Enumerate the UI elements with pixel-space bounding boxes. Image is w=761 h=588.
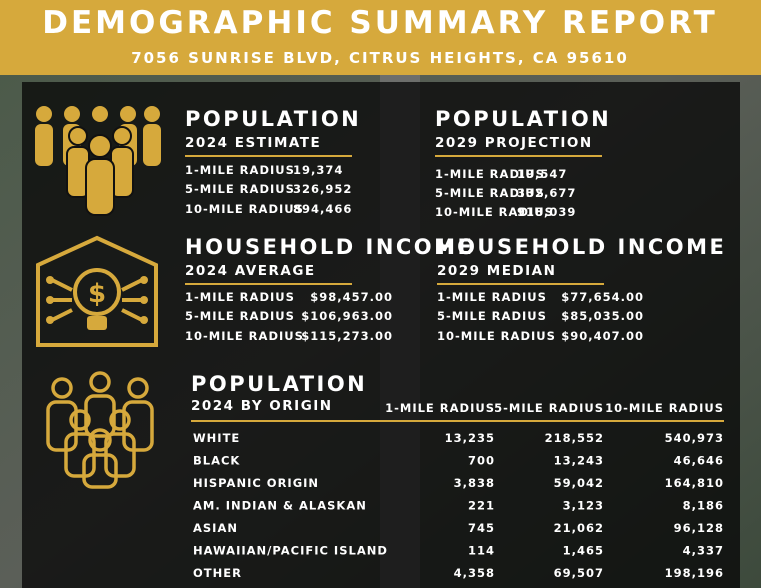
address: 7056 SUNRISE BLVD, CITRUS HEIGHTS, CA 95… [131,49,629,67]
origin-label: AM. INDIAN & ALASKAN [193,499,367,513]
row-value: $115,273.00 [301,329,393,343]
row-label: 1-MILE RADIUS [185,290,295,304]
row-value: $77,654.00 [561,290,644,304]
header-band [0,0,761,75]
row-label: 10-MILE RADIUS [185,329,304,343]
row-value: 19,374 [293,163,343,177]
svg-text:$: $ [88,279,106,309]
origin-value: 46,646 [674,454,724,468]
origin-value: 198,196 [665,566,724,580]
origin-value: 164,810 [665,476,724,490]
block-title: POPULATION [435,107,611,131]
origin-value: 21,062 [554,521,604,535]
origin-label: HISPANIC ORIGIN [193,476,319,490]
row-value: 326,952 [293,182,352,196]
block-subtitle: 2024 ESTIMATE [185,135,321,151]
origin-icon [46,371,154,489]
origin-value: 96,128 [674,521,724,535]
origin-value: 540,973 [665,431,724,445]
row-label: 1-MILE RADIUS [185,163,295,177]
row-label: 5-MILE RADIUS [185,309,295,323]
origin-label: WHITE [193,431,240,445]
origin-value: 13,243 [554,454,604,468]
income-icon: $ [36,235,158,347]
origin-value: 221 [468,499,495,513]
origin-value: 13,235 [445,431,495,445]
row-label: 1-MILE RADIUS [437,290,547,304]
row-label: 5-MILE RADIUS [435,186,545,200]
row-value: $90,407.00 [561,329,644,343]
people-icon [35,106,161,216]
block-title: HOUSEHOLD INCOME [185,235,474,259]
content-panel [22,82,740,588]
row-label: 10-MILE RADIUS [437,329,556,343]
row-value: 332,677 [517,186,576,200]
origin-value: 69,507 [554,566,604,580]
origin-value: 59,042 [554,476,604,490]
origin-value: 218,552 [545,431,604,445]
row-label: 5-MILE RADIUS [437,309,547,323]
row-value: $98,457.00 [310,290,393,304]
origin-label: OTHER [193,566,242,580]
origin-value: 4,358 [454,566,495,580]
row-label: 1-MILE RADIUS [435,167,545,181]
row-value: 894,466 [293,202,352,216]
origin-value: 114 [468,544,495,558]
row-label: 5-MILE RADIUS [185,182,295,196]
block-subtitle: 2024 AVERAGE [185,263,316,279]
row-label: 10-MILE RADIUS [185,202,304,216]
origin-value: 700 [468,454,495,468]
row-value: 19,547 [517,167,567,181]
origin-value: 4,337 [683,544,724,558]
origin-label: ASIAN [193,521,238,535]
block-title: HOUSEHOLD INCOME [437,235,726,259]
row-label: 10-MILE RADIUS [435,205,554,219]
row-value: 918,039 [517,205,576,219]
origin-title: POPULATION [191,372,367,396]
origin-value: 745 [468,521,495,535]
origin-value: 8,186 [683,499,724,513]
origin-subtitle: 2024 BY ORIGIN [191,398,333,414]
origin-value: 3,838 [454,476,495,490]
block-subtitle: 2029 MEDIAN [437,263,556,279]
column-header: 1-MILE RADIUS [385,401,495,415]
row-value: $106,963.00 [301,309,393,323]
origin-label: BLACK [193,454,240,468]
origin-value: 3,123 [563,499,604,513]
origin-value: 1,465 [563,544,604,558]
block-title: POPULATION [185,107,361,131]
column-header: 10-MILE RADIUS [605,401,724,415]
block-subtitle: 2029 PROJECTION [435,135,593,151]
row-value: $85,035.00 [561,309,644,323]
column-header: 5-MILE RADIUS [494,401,604,415]
report-title: DEMOGRAPHIC SUMMARY REPORT [42,5,718,41]
origin-label: HAWAIIAN/PACIFIC ISLAND [193,544,388,558]
